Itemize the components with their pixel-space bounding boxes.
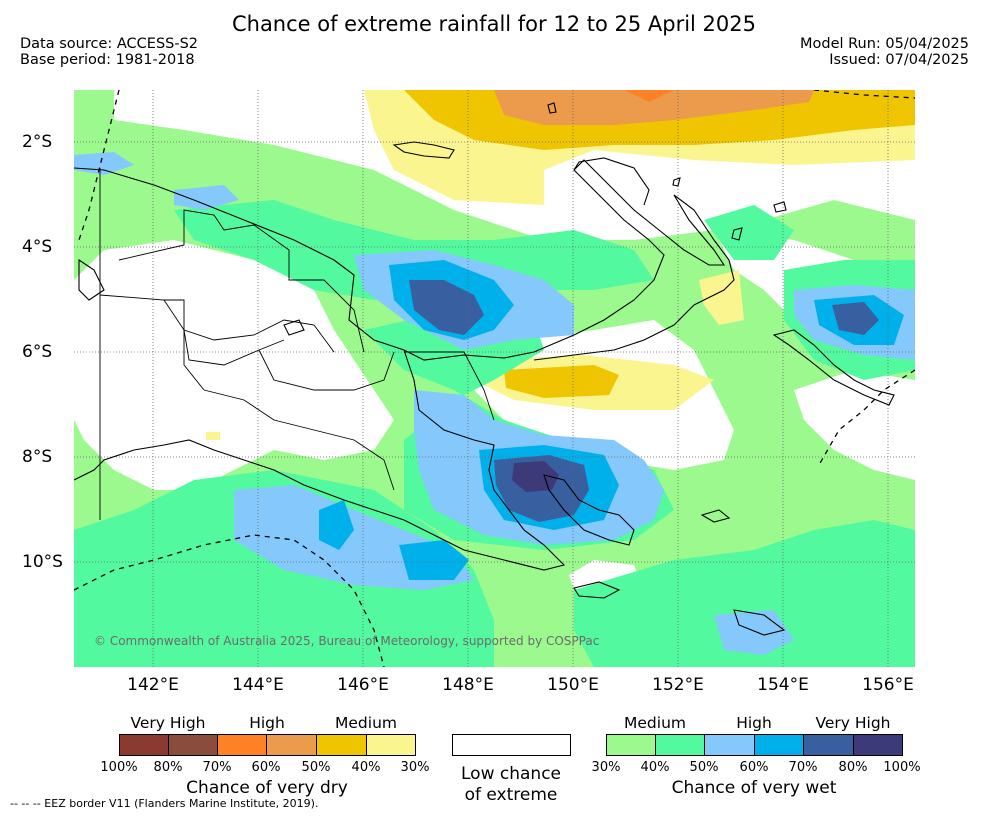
wet-swatch [754, 734, 804, 756]
dry-swatch [119, 734, 169, 756]
wet-swatch [803, 734, 853, 756]
dry-category-label: Medium [335, 714, 397, 732]
graticule [74, 90, 915, 667]
dry-30-region [699, 270, 744, 325]
data-info: Data source: ACCESS-S2 Base period: 1981… [20, 36, 198, 68]
lon-tick: 142°E [127, 675, 179, 695]
admin-borders [99, 168, 495, 520]
wet-40-region [574, 520, 915, 667]
eez-footnote: -- -- -- EEZ border V11 (Flanders Marine… [10, 797, 319, 810]
wet-percent-label: 50% [689, 760, 719, 775]
wet-category-label: Medium [624, 714, 686, 732]
wet-40-region [174, 200, 654, 300]
lat-tick: 10°S [22, 552, 63, 572]
wet-percent-label: 70% [788, 760, 818, 775]
data-source-label: Data source: ACCESS-S2 [20, 36, 199, 52]
wet-swatch [853, 734, 903, 756]
dry-60-region [624, 90, 674, 102]
wet-40-region [704, 205, 794, 260]
low-chance-region [74, 240, 394, 490]
wet-swatch [606, 734, 656, 756]
dry-30-region [206, 432, 220, 440]
lat-tick: 4°S [22, 237, 53, 257]
wet-70-region [832, 302, 879, 335]
base-period-label: Base period: 1981-2018 [20, 52, 195, 68]
lon-tick: 156°E [862, 675, 914, 695]
wet-swatch [704, 734, 754, 756]
lon-tick: 144°E [232, 675, 284, 695]
wet-legend-caption: Chance of very wet [671, 778, 837, 798]
map-title: Chance of extreme rainfall for 12 to 25 … [231, 12, 757, 36]
lon-tick: 152°E [652, 675, 704, 695]
lat-tick: 6°S [22, 342, 53, 362]
neutral-caption-line: Low chance [461, 764, 561, 784]
wet-60-region [319, 500, 354, 550]
wet-50-region [714, 610, 794, 655]
dry-50-region [494, 90, 814, 125]
wet-70-region [409, 280, 484, 335]
copyright-notice: © Commonwealth of Australia 2025, Bureau… [94, 634, 600, 648]
wet-swatch [655, 734, 705, 756]
dry-percent-label: 50% [301, 760, 331, 775]
dry-legend-caption: Chance of very dry [186, 778, 348, 798]
neutral-swatch [452, 734, 571, 756]
wet-percent-label: 30% [591, 760, 621, 775]
dry-percent-label: 30% [400, 760, 430, 775]
wet-50-region [174, 185, 239, 210]
dry-swatch [217, 734, 267, 756]
dry-percent-label: 60% [251, 760, 281, 775]
eez-border [74, 90, 915, 667]
rainfall-map [74, 90, 915, 667]
lon-tick: 150°E [547, 675, 599, 695]
neutral-legend-caption: Low chance of extreme [461, 764, 561, 806]
dry-swatch [168, 734, 218, 756]
wet-percent-label: 100% [883, 760, 921, 775]
lon-tick: 148°E [442, 675, 494, 695]
coastline [74, 102, 895, 636]
dry-swatch [316, 734, 366, 756]
dry-percent-label: 100% [100, 760, 138, 775]
dry-40-region [504, 365, 619, 398]
dry-percent-label: 70% [202, 760, 232, 775]
wet-category-label: High [736, 714, 772, 732]
map-canvas [74, 90, 915, 667]
wet-percent-label: 40% [640, 760, 670, 775]
wet-percent-label: 80% [838, 760, 868, 775]
wet-percent-label: 60% [739, 760, 769, 775]
dry-swatch [366, 734, 416, 756]
low-chance-region [794, 370, 915, 480]
lon-tick: 146°E [337, 675, 389, 695]
model-run-label: Model Run: 05/04/2025 [799, 36, 969, 52]
lat-tick: 8°S [22, 447, 53, 467]
dry-swatch [266, 734, 316, 756]
run-info: Model Run: 05/04/2025 Issued: 07/04/2025 [800, 36, 969, 68]
issued-label: Issued: 07/04/2025 [829, 52, 969, 68]
neutral-caption-line: of extreme [464, 785, 558, 805]
dry-percent-label: 40% [351, 760, 381, 775]
wet-60-region [399, 540, 469, 580]
dry-category-label: Very High [130, 714, 206, 732]
lat-tick: 2°S [22, 132, 53, 152]
wet-category-label: Very High [815, 714, 891, 732]
dry-percent-label: 80% [153, 760, 183, 775]
dry-category-label: High [249, 714, 285, 732]
lon-tick: 154°E [757, 675, 809, 695]
